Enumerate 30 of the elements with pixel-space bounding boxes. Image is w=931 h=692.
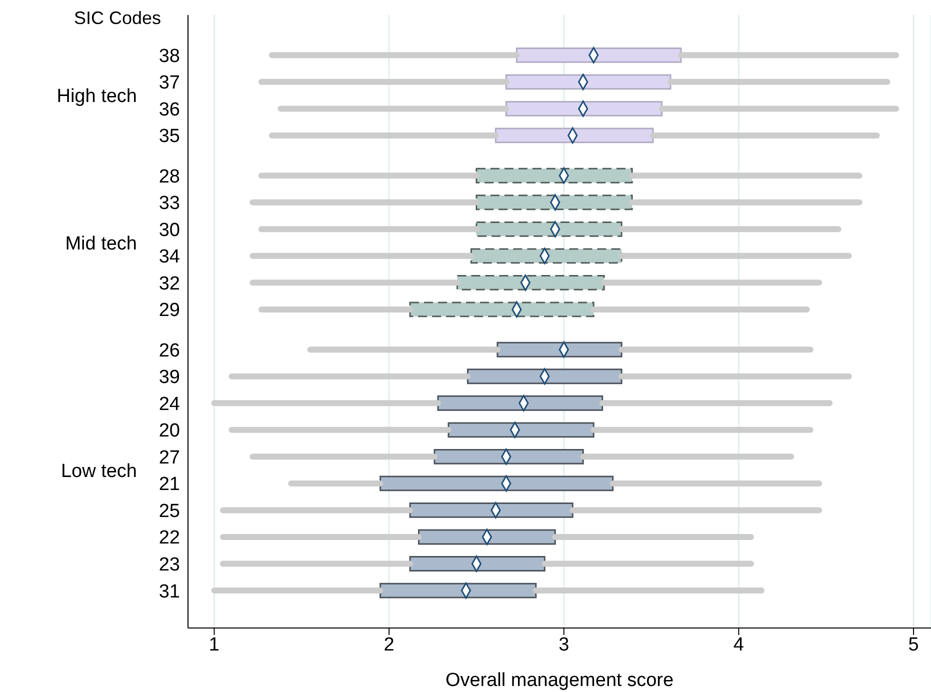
y-tick-label: 26: [158, 340, 180, 362]
y-axis-title: SIC Codes: [74, 8, 162, 29]
y-tick-label: 28: [158, 166, 180, 188]
y-tick-label: 22: [158, 528, 180, 549]
x-tick-label: 4: [733, 634, 744, 656]
y-tick-label: 38: [158, 46, 180, 67]
y-tick-label: 27: [158, 447, 180, 468]
x-tick-label: 1: [208, 634, 220, 656]
y-tick-label: 20: [158, 420, 180, 442]
y-tick-label: 31: [158, 581, 180, 602]
y-tick-label: 23: [158, 554, 180, 576]
y-tick-label: 29: [158, 300, 180, 322]
x-tick-label: 2: [384, 634, 394, 656]
x-axis-title: Overall management score: [445, 670, 674, 691]
y-tick-label: 24: [158, 394, 180, 415]
y-tick-label: 30: [158, 220, 180, 241]
y-tick-label: 35: [158, 126, 180, 148]
x-tick-label: 5: [908, 634, 919, 656]
y-tick-label: 21: [158, 474, 180, 496]
y-tick-label: 39: [158, 367, 180, 388]
y-tick-label: 32: [158, 273, 180, 294]
y-tick-label: 34: [158, 246, 180, 268]
y-tick-label: 37: [158, 72, 180, 94]
y-tick-label: 25: [158, 500, 180, 522]
text: Low tech: [60, 460, 137, 482]
text: High tech: [56, 86, 137, 108]
y-tick-label: 33: [158, 193, 180, 214]
y-tick-label: 36: [158, 99, 180, 120]
text: Mid tech: [65, 233, 137, 254]
x-tick-label: 3: [558, 634, 570, 656]
